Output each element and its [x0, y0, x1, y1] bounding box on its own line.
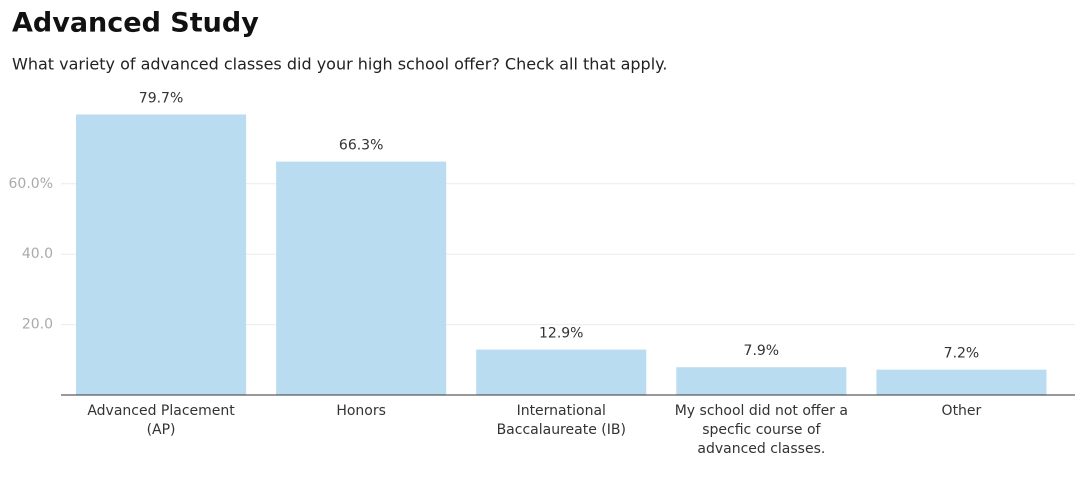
- y-tick-label: 40.0: [22, 246, 53, 262]
- x-tick-label: Honors: [336, 403, 386, 419]
- bar: [676, 367, 847, 395]
- value-label: 7.9%: [744, 343, 780, 359]
- bar: [476, 349, 647, 395]
- value-label: 79.7%: [139, 90, 183, 106]
- chart-subtitle: What variety of advanced classes did you…: [12, 55, 667, 74]
- x-tick-label: Advanced Placement (AP): [87, 403, 235, 438]
- x-tick-label: My school did not offer a specfic course…: [674, 403, 848, 457]
- y-tick-label: 60.0%: [9, 176, 53, 192]
- value-label: 12.9%: [539, 326, 583, 342]
- bar: [276, 161, 447, 395]
- x-tick-label: Other: [941, 403, 982, 419]
- chart-title: Advanced Study: [12, 8, 259, 39]
- x-tick-label: International Baccalaureate (IB): [496, 403, 626, 438]
- bar: [876, 369, 1047, 395]
- value-label: 66.3%: [339, 138, 383, 154]
- y-tick-label: 20.0: [22, 317, 53, 333]
- value-label: 7.2%: [944, 346, 980, 362]
- bar: [76, 114, 247, 396]
